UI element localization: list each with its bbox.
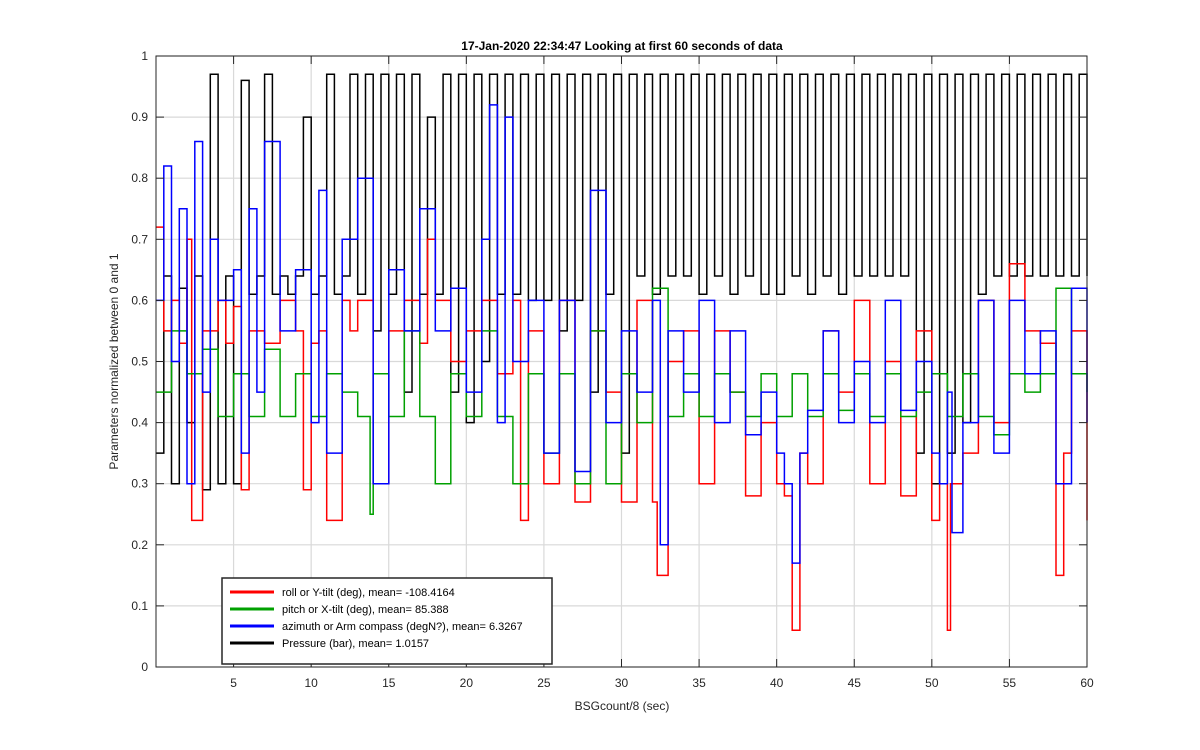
y-axis-label: Parameters normalized between 0 and 1 <box>107 253 121 469</box>
x-tick-label: 25 <box>537 676 551 690</box>
y-tick-label: 0.8 <box>131 171 148 185</box>
chart-title: 17-Jan-2020 22:34:47 Looking at first 60… <box>461 39 783 53</box>
x-tick-label: 45 <box>848 676 862 690</box>
x-tick-label: 15 <box>382 676 396 690</box>
legend-entry-1: pitch or X-tilt (deg), mean= 85.388 <box>282 604 449 616</box>
y-tick-label: 0.3 <box>131 477 148 491</box>
legend: roll or Y-tilt (deg), mean= -108.4164 pit… <box>221 577 553 665</box>
series-group <box>156 73 1088 632</box>
x-tick-label: 55 <box>1003 676 1017 690</box>
x-tick-label: 10 <box>304 676 318 690</box>
legend-entry-3: Pressure (bar), mean= 1.0157 <box>282 638 429 650</box>
y-tick-label: 0.2 <box>131 538 148 552</box>
y-tick-label: 0.9 <box>131 110 148 124</box>
y-tick-label: 0.7 <box>131 232 148 246</box>
series-line-2 <box>156 104 1088 564</box>
y-tick-label: 0.6 <box>131 293 148 307</box>
y-tick-label: 0.5 <box>131 355 148 369</box>
legend-box <box>221 577 553 665</box>
x-tick-label: 5 <box>230 676 237 690</box>
x-tick-label: 35 <box>692 676 706 690</box>
x-tick-label: 60 <box>1080 676 1094 690</box>
y-tick-label: 0.1 <box>131 599 148 613</box>
y-tick-label: 1 <box>141 49 148 63</box>
legend-entry-2: azimuth or Arm compass (degN?), mean= 6.… <box>282 621 523 633</box>
x-axis-label: BSGcount/8 (sec) <box>575 699 670 713</box>
x-tick-label: 30 <box>615 676 629 690</box>
ticks: 5 10 15 20 25 30 35 40 45 50 55 60 0 0.1 0.2 0.3 0.4 0.5 0… <box>131 49 1094 690</box>
x-tick-label: 40 <box>770 676 784 690</box>
legend-entry-0: roll or Y-tilt (deg), mean= -108.4164 <box>282 587 455 599</box>
y-tick-label: 0.4 <box>131 416 148 430</box>
y-tick-label: 0 <box>141 660 148 674</box>
x-tick-label: 20 <box>460 676 474 690</box>
x-tick-label: 50 <box>925 676 939 690</box>
